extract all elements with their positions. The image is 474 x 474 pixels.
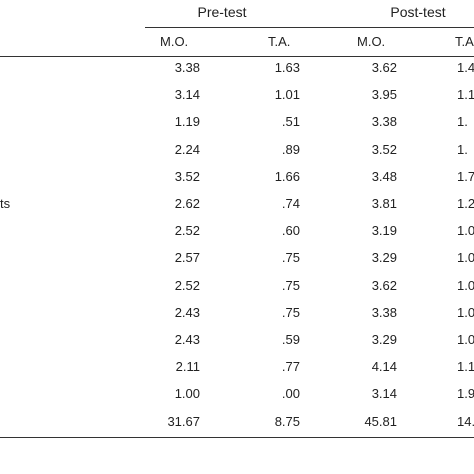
group-rule [145,27,474,28]
cell: 1.0 [457,332,474,347]
cell: 1.7 [457,168,474,184]
cell: 1.2 [457,196,474,211]
cell: 3.62 [371,60,397,75]
cell: 1.0 [457,304,474,320]
cell: 3.48 [371,168,397,184]
header-rule [0,56,474,57]
cell: 2.52 [174,223,200,239]
group-header: Pre-test [197,4,247,20]
row-label: ts [0,196,11,211]
cell: 1.1 [457,359,474,375]
cell: 1.19 [174,114,200,130]
cell: 1. [457,114,468,130]
cell: 3.52 [174,168,200,184]
cell: 1. [457,141,468,157]
cell: 1.0 [457,250,474,266]
cell: 2.52 [174,277,200,293]
cell: 2.62 [174,196,200,211]
cell: .60 [281,223,300,239]
cell: 45.81 [364,413,397,429]
cell: 8.75 [274,413,300,429]
column-header: T.A [455,34,474,49]
cell: .89 [281,141,300,157]
cell: 2.24 [174,141,200,157]
cell: 3.29 [371,250,397,266]
cell: 2.43 [174,332,200,347]
cell: .51 [281,114,300,130]
cell: .74 [281,196,300,211]
cell: 3.14 [371,386,397,402]
cell: 3.95 [371,87,397,103]
cell: .00 [281,386,300,402]
cell: 1.66 [274,168,300,184]
column-header: T.A. [268,34,291,49]
cell: .75 [281,304,300,320]
cell: 3.38 [371,114,397,130]
cell: 2.43 [174,304,200,320]
cell: .75 [281,277,300,293]
cell: 1.01 [274,87,300,103]
cell: 14. [457,413,474,429]
group-header: Post-test [390,4,446,20]
cell: 3.52 [371,141,397,157]
cell: 4.14 [371,359,397,375]
column-header: M.O. [357,34,386,49]
cell: 1.0 [457,277,474,293]
cell: 3.38 [174,60,200,75]
cell: 3.81 [371,196,397,211]
cell: .59 [281,332,300,347]
cell: 1.1 [457,87,474,103]
cell: 3.38 [371,304,397,320]
column-header: M.O. [160,34,189,49]
cell: .75 [281,250,300,266]
cell: 1.9 [457,386,474,402]
cell: 2.11 [175,359,200,375]
bottom-rule [0,437,474,438]
cell: 2.57 [174,250,200,266]
cell: 3.19 [371,223,397,239]
cell: 1.0 [457,223,474,239]
cell: 3.29 [371,332,397,347]
cell: 1.63 [274,60,300,75]
cell: 3.62 [371,277,397,293]
cell: 3.14 [174,87,200,103]
cell: 1.4 [457,60,474,75]
cell: .77 [281,359,300,375]
cell: 31.67 [167,413,200,429]
cell: 1.00 [174,386,200,402]
